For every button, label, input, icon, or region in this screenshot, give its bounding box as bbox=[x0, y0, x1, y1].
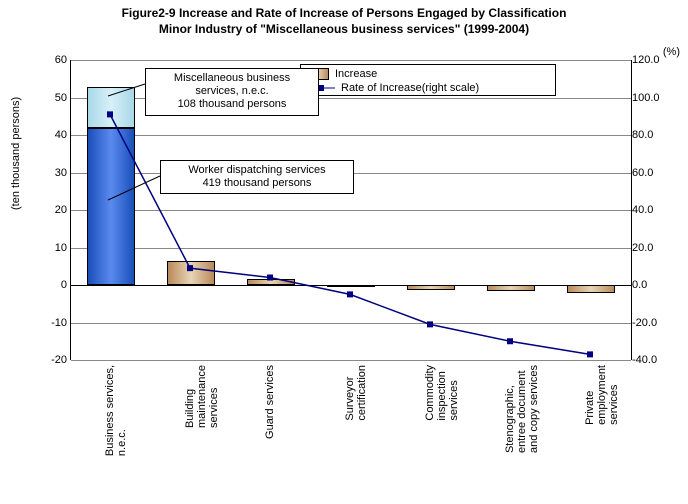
y-left-axis-title: (ten thousand persons) bbox=[10, 97, 22, 210]
y-left-tick: 30 bbox=[45, 167, 67, 179]
callout-misc: Miscellaneous businessservices, n.e.c.10… bbox=[145, 68, 319, 116]
bar-increase bbox=[487, 285, 535, 291]
legend-increase-label: Increase bbox=[335, 68, 377, 80]
y-right-tick: -20.0 bbox=[632, 317, 657, 329]
y-left-tick: 10 bbox=[45, 242, 67, 254]
bar-increase bbox=[567, 285, 615, 293]
x-axis-category-label: Building maintenance services bbox=[184, 365, 220, 428]
y-left-tick: -20 bbox=[45, 354, 67, 366]
y-left-tick: 50 bbox=[45, 92, 67, 104]
y-left-tick: 20 bbox=[45, 204, 67, 216]
bar-increase bbox=[327, 285, 375, 287]
x-axis-category-label: Stenographic, entree document and copy s… bbox=[504, 365, 540, 453]
bar-increase bbox=[167, 261, 215, 285]
y-right-tick: 100.0 bbox=[632, 92, 660, 104]
y-right-tick: 20.0 bbox=[632, 242, 653, 254]
callout-worker: Worker dispatching services419 thousand … bbox=[160, 160, 354, 194]
bar-increase bbox=[407, 285, 455, 290]
x-axis-category-label: Surveyor certification bbox=[344, 365, 368, 421]
y-right-tick: 80.0 bbox=[632, 129, 653, 141]
y-left-tick: -10 bbox=[45, 317, 67, 329]
bar-misc-nec bbox=[87, 87, 135, 128]
x-axis-category-label: Private employment services bbox=[584, 365, 620, 425]
x-axis-category-label: Guard services bbox=[264, 365, 276, 439]
x-axis-category-label: Commodity inspection services bbox=[424, 365, 460, 421]
title-line2: Minor Industry of "Miscellaneous busines… bbox=[0, 22, 688, 38]
legend-box: Increase Rate of Increase(right scale) bbox=[300, 64, 556, 96]
legend-increase: Increase bbox=[307, 67, 549, 81]
title-line1: Figure2-9 Increase and Rate of Increase … bbox=[0, 6, 688, 22]
legend-rate-label: Rate of Increase(right scale) bbox=[341, 82, 479, 94]
y-right-tick: 60.0 bbox=[632, 167, 653, 179]
y-right-tick: 120.0 bbox=[632, 54, 660, 66]
chart-title: Figure2-9 Increase and Rate of Increase … bbox=[0, 0, 688, 37]
x-axis-category-label: Business services, n.e.c. bbox=[104, 365, 128, 456]
bar-worker-dispatching bbox=[87, 128, 135, 285]
y-right-tick: 0.0 bbox=[632, 279, 647, 291]
y-right-tick: -40.0 bbox=[632, 354, 657, 366]
y-left-tick: 60 bbox=[45, 54, 67, 66]
bar-increase bbox=[247, 279, 295, 285]
pct-unit-label: (%) bbox=[663, 46, 680, 58]
y-left-tick: 0 bbox=[45, 279, 67, 291]
y-right-tick: 40.0 bbox=[632, 204, 653, 216]
y-left-tick: 40 bbox=[45, 129, 67, 141]
legend-rate: Rate of Increase(right scale) bbox=[307, 81, 549, 95]
